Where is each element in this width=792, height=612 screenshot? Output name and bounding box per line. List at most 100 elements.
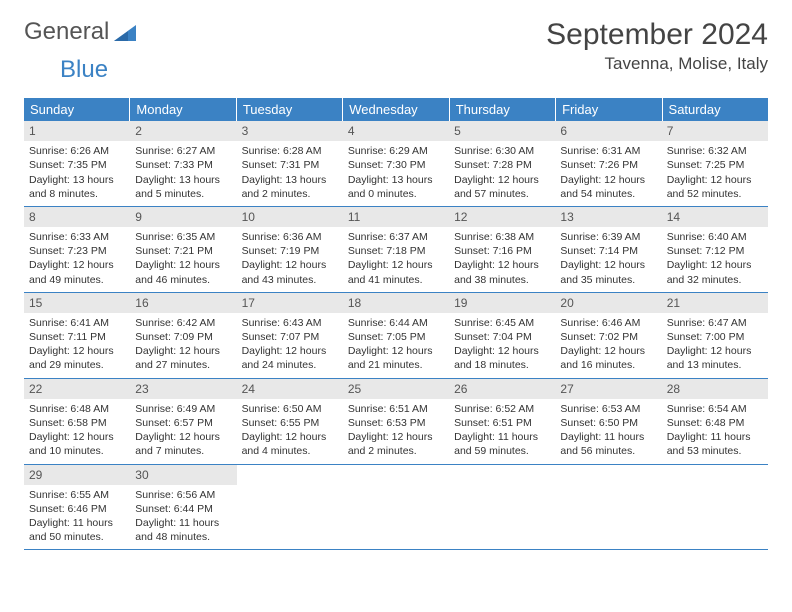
daylight-line: Daylight: 12 hours and 21 minutes.	[348, 344, 444, 372]
daylight-line: Daylight: 13 hours and 5 minutes.	[135, 173, 231, 201]
day-number: 1	[24, 121, 130, 141]
daylight-line: Daylight: 12 hours and 38 minutes.	[454, 258, 550, 286]
daylight-line: Daylight: 12 hours and 16 minutes.	[560, 344, 656, 372]
daylight-line: Daylight: 12 hours and 49 minutes.	[29, 258, 125, 286]
daylight-line: Daylight: 12 hours and 27 minutes.	[135, 344, 231, 372]
week-row: 1Sunrise: 6:26 AMSunset: 7:35 PMDaylight…	[24, 121, 768, 207]
weekday-header: Sunday	[24, 98, 130, 121]
sunrise-line: Sunrise: 6:36 AM	[242, 230, 338, 244]
sunrise-line: Sunrise: 6:55 AM	[29, 488, 125, 502]
day-body: Sunrise: 6:27 AMSunset: 7:33 PMDaylight:…	[130, 141, 236, 206]
day-cell: 7Sunrise: 6:32 AMSunset: 7:25 PMDaylight…	[662, 121, 768, 206]
day-body: Sunrise: 6:55 AMSunset: 6:46 PMDaylight:…	[24, 485, 130, 550]
sunset-line: Sunset: 7:11 PM	[29, 330, 125, 344]
sunset-line: Sunset: 6:58 PM	[29, 416, 125, 430]
day-body: Sunrise: 6:39 AMSunset: 7:14 PMDaylight:…	[555, 227, 661, 292]
sunrise-line: Sunrise: 6:46 AM	[560, 316, 656, 330]
daylight-line: Daylight: 11 hours and 59 minutes.	[454, 430, 550, 458]
sunrise-line: Sunrise: 6:39 AM	[560, 230, 656, 244]
day-body: Sunrise: 6:41 AMSunset: 7:11 PMDaylight:…	[24, 313, 130, 378]
sunset-line: Sunset: 6:48 PM	[667, 416, 763, 430]
day-cell: 18Sunrise: 6:44 AMSunset: 7:05 PMDayligh…	[343, 293, 449, 378]
day-cell: 25Sunrise: 6:51 AMSunset: 6:53 PMDayligh…	[343, 379, 449, 464]
sunset-line: Sunset: 7:00 PM	[667, 330, 763, 344]
day-body: Sunrise: 6:54 AMSunset: 6:48 PMDaylight:…	[662, 399, 768, 464]
sunrise-line: Sunrise: 6:38 AM	[454, 230, 550, 244]
day-number: 28	[662, 379, 768, 399]
daylight-line: Daylight: 12 hours and 10 minutes.	[29, 430, 125, 458]
sunset-line: Sunset: 7:23 PM	[29, 244, 125, 258]
sunrise-line: Sunrise: 6:35 AM	[135, 230, 231, 244]
day-body: Sunrise: 6:29 AMSunset: 7:30 PMDaylight:…	[343, 141, 449, 206]
day-cell: 10Sunrise: 6:36 AMSunset: 7:19 PMDayligh…	[237, 207, 343, 292]
day-cell: 16Sunrise: 6:42 AMSunset: 7:09 PMDayligh…	[130, 293, 236, 378]
sunrise-line: Sunrise: 6:37 AM	[348, 230, 444, 244]
daylight-line: Daylight: 12 hours and 35 minutes.	[560, 258, 656, 286]
day-number: 7	[662, 121, 768, 141]
weekday-header: Saturday	[663, 98, 768, 121]
day-body: Sunrise: 6:42 AMSunset: 7:09 PMDaylight:…	[130, 313, 236, 378]
sunrise-line: Sunrise: 6:40 AM	[667, 230, 763, 244]
daylight-line: Daylight: 12 hours and 32 minutes.	[667, 258, 763, 286]
day-number: 18	[343, 293, 449, 313]
day-number: 11	[343, 207, 449, 227]
logo-text-2: Blue	[60, 56, 108, 84]
sunrise-line: Sunrise: 6:45 AM	[454, 316, 550, 330]
day-number: 10	[237, 207, 343, 227]
day-cell	[555, 465, 661, 550]
day-cell: 14Sunrise: 6:40 AMSunset: 7:12 PMDayligh…	[662, 207, 768, 292]
daylight-line: Daylight: 11 hours and 53 minutes.	[667, 430, 763, 458]
sunrise-line: Sunrise: 6:27 AM	[135, 144, 231, 158]
day-cell: 2Sunrise: 6:27 AMSunset: 7:33 PMDaylight…	[130, 121, 236, 206]
day-body: Sunrise: 6:45 AMSunset: 7:04 PMDaylight:…	[449, 313, 555, 378]
sunset-line: Sunset: 6:51 PM	[454, 416, 550, 430]
sunset-line: Sunset: 7:12 PM	[667, 244, 763, 258]
logo-text-1: General	[24, 18, 109, 46]
day-number: 22	[24, 379, 130, 399]
day-number: 27	[555, 379, 661, 399]
sunrise-line: Sunrise: 6:54 AM	[667, 402, 763, 416]
day-cell: 8Sunrise: 6:33 AMSunset: 7:23 PMDaylight…	[24, 207, 130, 292]
day-body: Sunrise: 6:44 AMSunset: 7:05 PMDaylight:…	[343, 313, 449, 378]
day-cell: 3Sunrise: 6:28 AMSunset: 7:31 PMDaylight…	[237, 121, 343, 206]
daylight-line: Daylight: 12 hours and 54 minutes.	[560, 173, 656, 201]
sunset-line: Sunset: 7:28 PM	[454, 158, 550, 172]
day-number: 3	[237, 121, 343, 141]
calendar: SundayMondayTuesdayWednesdayThursdayFrid…	[24, 98, 768, 550]
day-number: 15	[24, 293, 130, 313]
day-body: Sunrise: 6:46 AMSunset: 7:02 PMDaylight:…	[555, 313, 661, 378]
day-number: 16	[130, 293, 236, 313]
weekday-header: Tuesday	[237, 98, 343, 121]
logo-triangle-icon	[114, 23, 136, 41]
day-cell: 28Sunrise: 6:54 AMSunset: 6:48 PMDayligh…	[662, 379, 768, 464]
sunrise-line: Sunrise: 6:49 AM	[135, 402, 231, 416]
weekday-header: Monday	[130, 98, 236, 121]
day-cell: 20Sunrise: 6:46 AMSunset: 7:02 PMDayligh…	[555, 293, 661, 378]
sunset-line: Sunset: 7:04 PM	[454, 330, 550, 344]
month-title: September 2024	[546, 18, 768, 52]
daylight-line: Daylight: 11 hours and 50 minutes.	[29, 516, 125, 544]
sunset-line: Sunset: 6:53 PM	[348, 416, 444, 430]
day-cell: 4Sunrise: 6:29 AMSunset: 7:30 PMDaylight…	[343, 121, 449, 206]
day-number: 2	[130, 121, 236, 141]
day-body: Sunrise: 6:35 AMSunset: 7:21 PMDaylight:…	[130, 227, 236, 292]
daylight-line: Daylight: 12 hours and 29 minutes.	[29, 344, 125, 372]
daylight-line: Daylight: 12 hours and 18 minutes.	[454, 344, 550, 372]
day-cell	[237, 465, 343, 550]
daylight-line: Daylight: 12 hours and 52 minutes.	[667, 173, 763, 201]
day-cell: 19Sunrise: 6:45 AMSunset: 7:04 PMDayligh…	[449, 293, 555, 378]
daylight-line: Daylight: 11 hours and 56 minutes.	[560, 430, 656, 458]
sunset-line: Sunset: 7:18 PM	[348, 244, 444, 258]
title-block: September 2024 Tavenna, Molise, Italy	[546, 18, 768, 74]
sunset-line: Sunset: 7:02 PM	[560, 330, 656, 344]
weeks-container: 1Sunrise: 6:26 AMSunset: 7:35 PMDaylight…	[24, 121, 768, 550]
day-cell	[449, 465, 555, 550]
day-number: 20	[555, 293, 661, 313]
sunset-line: Sunset: 7:21 PM	[135, 244, 231, 258]
sunrise-line: Sunrise: 6:51 AM	[348, 402, 444, 416]
day-body: Sunrise: 6:28 AMSunset: 7:31 PMDaylight:…	[237, 141, 343, 206]
sunrise-line: Sunrise: 6:29 AM	[348, 144, 444, 158]
sunset-line: Sunset: 7:14 PM	[560, 244, 656, 258]
daylight-line: Daylight: 12 hours and 13 minutes.	[667, 344, 763, 372]
sunrise-line: Sunrise: 6:44 AM	[348, 316, 444, 330]
